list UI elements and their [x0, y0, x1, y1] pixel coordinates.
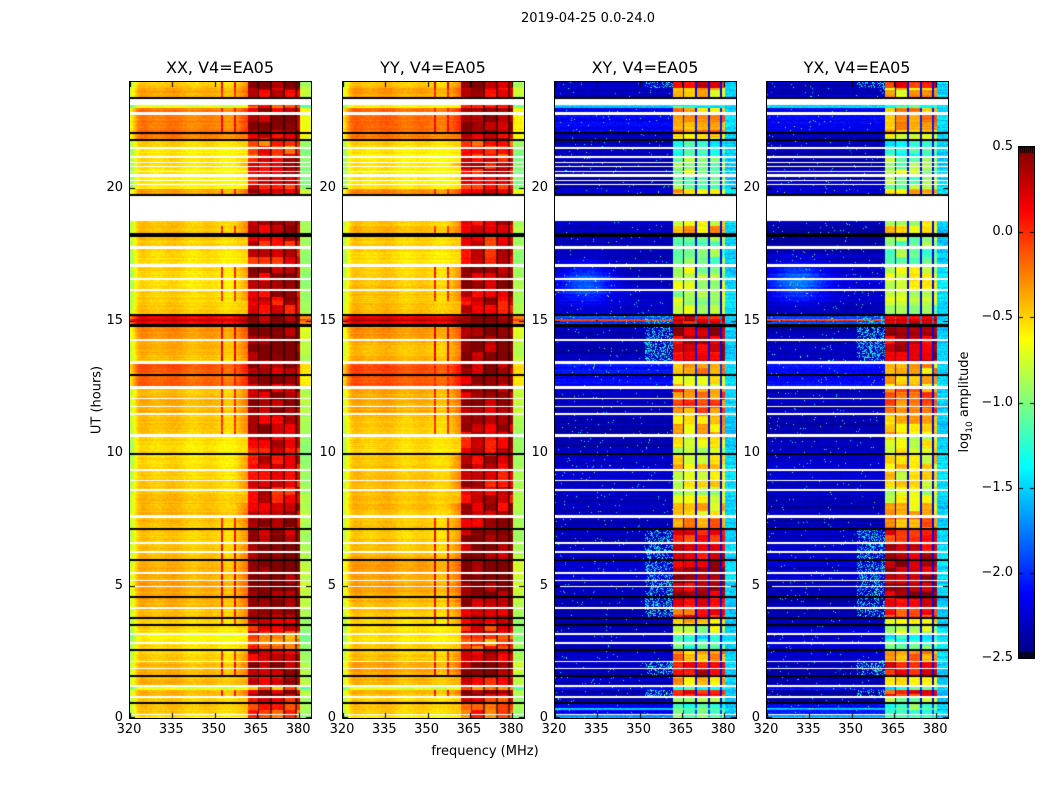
y-tick-label: 15	[319, 312, 336, 328]
heatmap-yx	[767, 82, 948, 718]
y-tick-label: 15	[743, 312, 760, 328]
x-tick-label: 380	[498, 722, 524, 737]
y-tick-label: 10	[319, 445, 336, 460]
figure-title: 2019-04-25 0.0-24.0	[521, 11, 655, 26]
x-tick-label: 350	[838, 722, 863, 737]
y-tick-label: 15	[531, 312, 548, 328]
heatmap-xy	[555, 82, 736, 718]
x-tick-label: 335	[158, 722, 184, 737]
x-tick-label: 320	[753, 722, 779, 737]
y-tick-label: 0	[327, 710, 336, 725]
x-tick-label: 350	[626, 722, 651, 737]
x-tick-label: 380	[285, 722, 311, 737]
panel-yy	[342, 81, 525, 719]
y-tick-label: 5	[539, 577, 548, 593]
panel-title-xx: XX, V4=EA05	[165, 58, 275, 77]
colorbar-tick-label: −2.0	[981, 564, 1013, 580]
y-tick-label: 5	[751, 577, 760, 593]
panel-xx	[129, 81, 312, 719]
y-tick-label: 20	[531, 180, 548, 195]
x-tick-label: 350	[201, 722, 226, 737]
y-tick-label: 20	[743, 180, 760, 195]
panel-title-yy: YY, V4=EA05	[380, 58, 486, 77]
y-tick-label: 5	[327, 577, 336, 593]
x-tick-label: 380	[710, 722, 736, 737]
x-tick-label: 335	[795, 722, 821, 737]
x-tick-label: 365	[243, 722, 269, 737]
y-tick-label: 15	[106, 312, 123, 328]
panel-xy	[554, 81, 737, 719]
x-tick-label: 350	[414, 722, 439, 737]
colorbar-gradient	[1019, 147, 1034, 658]
panel-title-yx: YX, V4=EA05	[803, 58, 911, 77]
x-tick-label: 365	[668, 722, 694, 737]
x-tick-label: 365	[456, 722, 482, 737]
y-tick-label: 20	[106, 180, 123, 195]
x-tick-label: 380	[922, 722, 948, 737]
x-tick-label: 320	[541, 722, 567, 737]
panel-title-xy: XY, V4=EA05	[591, 58, 699, 77]
colorbar-tick-label: −2.5	[981, 650, 1013, 665]
x-tick-label: 365	[880, 722, 906, 737]
x-tick-label: 320	[329, 722, 355, 737]
y-tick-label: 0	[114, 710, 123, 725]
x-axis-label: frequency (MHz)	[431, 744, 539, 759]
colorbar-tick-label: −0.5	[981, 309, 1013, 325]
colorbar	[1018, 146, 1035, 659]
y-tick-label: 0	[539, 710, 548, 725]
x-tick-label: 320	[116, 722, 142, 737]
y-tick-label: 10	[106, 445, 123, 460]
colorbar-tick-label: 0.5	[992, 139, 1013, 154]
y-tick-label: 5	[114, 577, 123, 593]
y-tick-label: 10	[531, 445, 548, 460]
y-tick-label: 20	[319, 180, 336, 195]
heatmap-xx	[130, 82, 311, 718]
colorbar-label: log10 amplitude	[957, 351, 975, 453]
heatmap-yy	[343, 82, 524, 718]
y-tick-label: 0	[751, 710, 760, 725]
x-tick-label: 335	[371, 722, 397, 737]
colorbar-tick-label: −1.5	[981, 479, 1013, 495]
colorbar-tick-label: −1.0	[981, 394, 1013, 410]
panel-yx	[766, 81, 949, 719]
y-tick-label: 10	[743, 445, 760, 460]
x-tick-label: 335	[583, 722, 609, 737]
colorbar-tick-label: 0.0	[992, 224, 1013, 240]
y-axis-label: UT (hours)	[89, 365, 105, 435]
